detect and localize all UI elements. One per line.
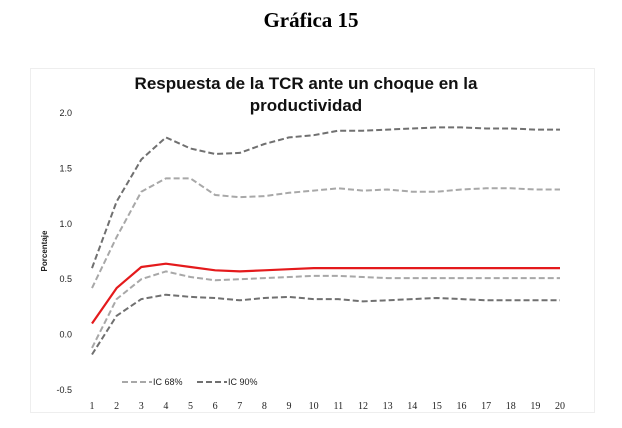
series-line-ic68-upper bbox=[91, 177, 560, 289]
x-tick-label: 15 bbox=[432, 401, 442, 412]
y-tick-label: 1.0 bbox=[59, 219, 72, 229]
series-line-ic90-upper bbox=[91, 126, 560, 269]
y-tick-label: 2.0 bbox=[59, 108, 72, 118]
y-tick-label: 0.0 bbox=[59, 330, 72, 340]
y-tick-label: -0.5 bbox=[56, 385, 72, 395]
x-tick-label: 6 bbox=[213, 401, 218, 412]
x-tick-label: 11 bbox=[333, 401, 343, 412]
x-tick-label: 4 bbox=[163, 401, 168, 412]
x-tick-label: 18 bbox=[506, 401, 516, 412]
x-tick-label: 13 bbox=[383, 401, 393, 412]
x-tick-label: 10 bbox=[309, 401, 319, 412]
chart-title-line1: Respuesta de la TCR ante un choque en la bbox=[135, 74, 478, 93]
x-tick-label: 19 bbox=[530, 401, 540, 412]
series-line-ic90-lower bbox=[91, 293, 560, 356]
x-tick-label: 14 bbox=[407, 401, 417, 412]
series-lines bbox=[91, 126, 560, 356]
chart-frame bbox=[30, 68, 595, 413]
x-tick-label: 16 bbox=[456, 401, 466, 412]
y-tick-label: 0.5 bbox=[59, 274, 72, 284]
x-tick-label: 8 bbox=[262, 401, 267, 412]
x-tick-label: 9 bbox=[287, 401, 292, 412]
x-tick-label: 3 bbox=[139, 401, 144, 412]
figure-caption: Gráfica 15 bbox=[263, 8, 359, 32]
y-tick-label: 1.5 bbox=[59, 163, 72, 173]
legend-label: IC 68% bbox=[153, 377, 183, 387]
legend: IC 68% IC 90% bbox=[122, 377, 258, 387]
x-tick-label: 7 bbox=[237, 401, 242, 412]
x-tick-label: 2 bbox=[114, 401, 119, 412]
series-line-point bbox=[91, 262, 560, 325]
y-axis-label: Porcentaje bbox=[40, 230, 49, 271]
x-tick-label: 1 bbox=[90, 401, 95, 412]
x-tick-label: 17 bbox=[481, 401, 491, 412]
x-tick-label: 5 bbox=[188, 401, 193, 412]
legend-label: IC 90% bbox=[228, 377, 258, 387]
chart-title-line2: productividad bbox=[250, 96, 362, 115]
series-line-ic68-lower bbox=[91, 270, 560, 349]
x-tick-label: 20 bbox=[555, 401, 565, 412]
axes: 2.01.51.00.50.0-0.51 2 3 4 5 6 7 8 9 10 11 12 13 14 15… bbox=[56, 108, 565, 412]
x-tick-label: 12 bbox=[358, 401, 368, 412]
